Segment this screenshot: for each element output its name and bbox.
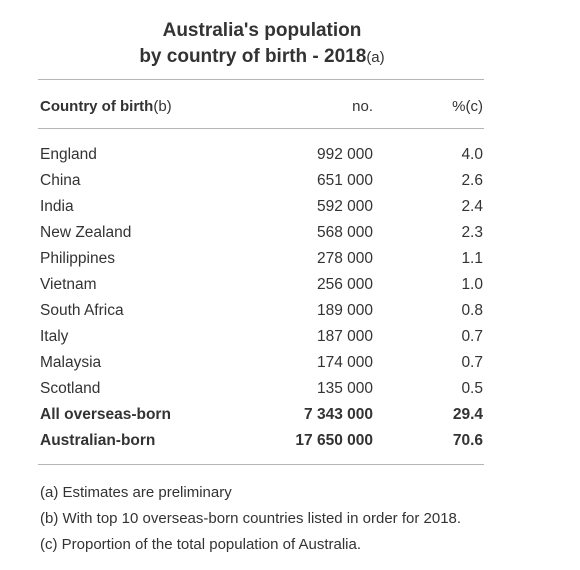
column-header-number: no.	[352, 98, 373, 115]
cell-percent: 70.6	[452, 432, 483, 449]
cell-percent: 29.4	[452, 406, 483, 423]
cell-number: 174 000	[316, 354, 373, 371]
table-row: Italy 187 000 0.7	[0, 326, 580, 352]
table-row: England 992 000 4.0	[0, 144, 580, 170]
cell-country: Vietnam	[40, 276, 97, 293]
cell-percent: 0.7	[461, 328, 483, 345]
cell-percent: 4.0	[461, 146, 483, 163]
cell-country: England	[40, 146, 97, 163]
footnotes: (a) Estimates are preliminary (b) With t…	[40, 480, 461, 558]
table-row: Philippines 278 000 1.1	[0, 248, 580, 274]
cell-percent: 2.6	[461, 172, 483, 189]
cell-number: 568 000	[316, 224, 373, 241]
table-row: New Zealand 568 000 2.3	[0, 222, 580, 248]
cell-country: All overseas-born	[40, 406, 171, 423]
column-header-country-note: (b)	[153, 98, 172, 115]
table-row: Vietnam 256 000 1.0	[0, 274, 580, 300]
table-row: South Africa 189 000 0.8	[0, 300, 580, 326]
title-line-2-text: by country of birth - 2018	[139, 46, 367, 67]
cell-country: Malaysia	[40, 354, 102, 371]
cell-number: 17 650 000	[295, 432, 373, 449]
cell-number: 992 000	[316, 146, 373, 163]
table-title: Australia's population by country of bir…	[0, 18, 524, 71]
cell-number: 135 000	[316, 380, 373, 397]
column-header-percent: %(c)	[452, 98, 483, 115]
table-row: China 651 000 2.6	[0, 170, 580, 196]
title-line-1: Australia's population	[162, 20, 362, 41]
cell-number: 592 000	[316, 198, 373, 215]
table-row: Scotland 135 000 0.5	[0, 378, 580, 404]
top-divider	[38, 79, 484, 80]
footnote-a: (a) Estimates are preliminary	[40, 484, 232, 501]
cell-country: Italy	[40, 328, 69, 345]
cell-number: 651 000	[316, 172, 373, 189]
cell-percent: 0.7	[461, 354, 483, 371]
cell-percent: 1.0	[461, 276, 483, 293]
column-header-country-text: Country of birth	[40, 98, 154, 115]
table-body: England 992 000 4.0 China 651 000 2.6 In…	[0, 144, 580, 456]
cell-percent: 0.8	[461, 302, 483, 319]
total-row-overseas-born: All overseas-born 7 343 000 29.4	[0, 404, 580, 430]
cell-percent: 2.3	[461, 224, 483, 241]
cell-percent: 2.4	[461, 198, 483, 215]
header-divider	[38, 128, 484, 129]
cell-country: New Zealand	[40, 224, 132, 241]
cell-percent: 0.5	[461, 380, 483, 397]
cell-percent: 1.1	[461, 250, 483, 267]
cell-number: 256 000	[316, 276, 373, 293]
total-row-australian-born: Australian-born 17 650 000 70.6	[0, 430, 580, 456]
cell-number: 189 000	[316, 302, 373, 319]
cell-country: China	[40, 172, 81, 189]
cell-country: Philippines	[40, 250, 115, 267]
footnote-b: (b) With top 10 overseas-born countries …	[40, 510, 462, 527]
column-header-country: Country of birth(b)	[40, 97, 172, 117]
cell-number: 187 000	[316, 328, 373, 345]
cell-number: 278 000	[316, 250, 373, 267]
cell-country: Australian-born	[40, 432, 156, 449]
bottom-divider	[38, 464, 484, 465]
cell-number: 7 343 000	[304, 406, 373, 423]
table-row: Malaysia 174 000 0.7	[0, 352, 580, 378]
footnote-c: (c) Proportion of the total population o…	[40, 536, 362, 553]
table-row: India 592 000 2.4	[0, 196, 580, 222]
cell-country: India	[40, 198, 74, 215]
cell-country: South Africa	[40, 302, 124, 319]
title-footnote-ref: (a)	[366, 49, 385, 66]
cell-country: Scotland	[40, 380, 101, 397]
title-line-2: by country of birth - 2018(a)	[0, 44, 524, 71]
